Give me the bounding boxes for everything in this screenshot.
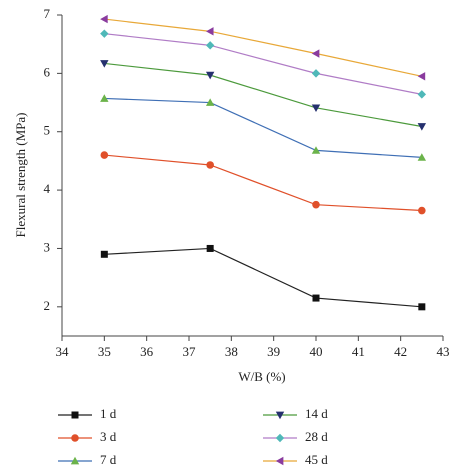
marker (418, 303, 426, 311)
marker (417, 123, 427, 131)
series-line (104, 154, 422, 212)
y-tick-label: 4 (44, 181, 51, 196)
marker (311, 69, 321, 78)
marker (275, 411, 285, 420)
marker (205, 27, 214, 36)
series-line (104, 18, 422, 77)
marker (100, 14, 108, 24)
marker (100, 29, 109, 38)
series-line (104, 97, 422, 159)
series-line (104, 247, 422, 308)
legend-label: 45 d (305, 452, 328, 467)
marker (418, 206, 426, 215)
x-tick-label: 41 (352, 344, 365, 359)
marker (206, 161, 214, 169)
y-tick-label: 5 (44, 123, 51, 138)
marker (312, 294, 320, 302)
marker (71, 411, 79, 419)
marker (311, 49, 320, 58)
marker (417, 153, 427, 161)
x-tick-label: 38 (225, 344, 238, 359)
marker (312, 200, 320, 209)
marker (311, 146, 321, 154)
series-line (104, 62, 422, 128)
marker (100, 151, 109, 159)
marker (100, 94, 109, 102)
x-tick-label: 43 (437, 344, 450, 359)
marker (417, 72, 426, 81)
marker (100, 60, 109, 68)
marker (70, 456, 80, 465)
x-tick-label: 42 (394, 344, 407, 359)
x-tick-label: 37 (183, 344, 197, 359)
x-tick-label: 40 (310, 344, 323, 359)
y-tick-label: 7 (44, 6, 51, 21)
marker (71, 434, 79, 442)
y-axis-label: Flexural strength (MPa) (13, 113, 28, 238)
marker (205, 41, 215, 50)
marker (205, 98, 215, 106)
x-tick-label: 39 (267, 344, 280, 359)
y-tick-label: 2 (44, 298, 51, 313)
x-axis-label: W/B (%) (238, 369, 285, 384)
marker (311, 104, 321, 112)
marker (417, 90, 427, 99)
y-tick-label: 6 (44, 64, 51, 79)
series-line (104, 33, 422, 95)
x-tick-label: 36 (140, 344, 154, 359)
marker (205, 71, 215, 80)
legend-label: 7 d (100, 452, 117, 467)
marker (275, 456, 284, 466)
legend-label: 28 d (305, 429, 328, 444)
legend-label: 14 d (305, 406, 328, 421)
x-tick-label: 35 (98, 344, 111, 359)
marker (100, 250, 108, 258)
legend-label: 3 d (100, 429, 117, 444)
marker (275, 433, 285, 443)
marker (206, 244, 214, 252)
y-tick-label: 3 (44, 239, 51, 254)
legend-label: 1 d (100, 406, 117, 421)
x-tick-label: 34 (56, 344, 70, 359)
